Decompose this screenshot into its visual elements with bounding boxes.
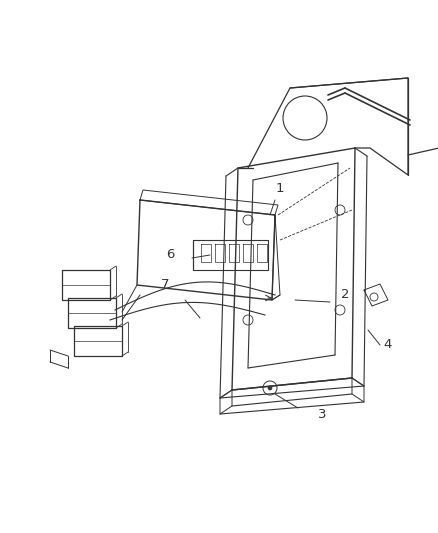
Text: 2: 2 xyxy=(340,288,349,302)
Text: 1: 1 xyxy=(275,182,283,195)
Text: 3: 3 xyxy=(317,408,325,422)
Text: 7: 7 xyxy=(160,279,169,292)
Text: 4: 4 xyxy=(383,338,391,351)
Text: 6: 6 xyxy=(166,248,174,262)
Circle shape xyxy=(267,386,272,390)
